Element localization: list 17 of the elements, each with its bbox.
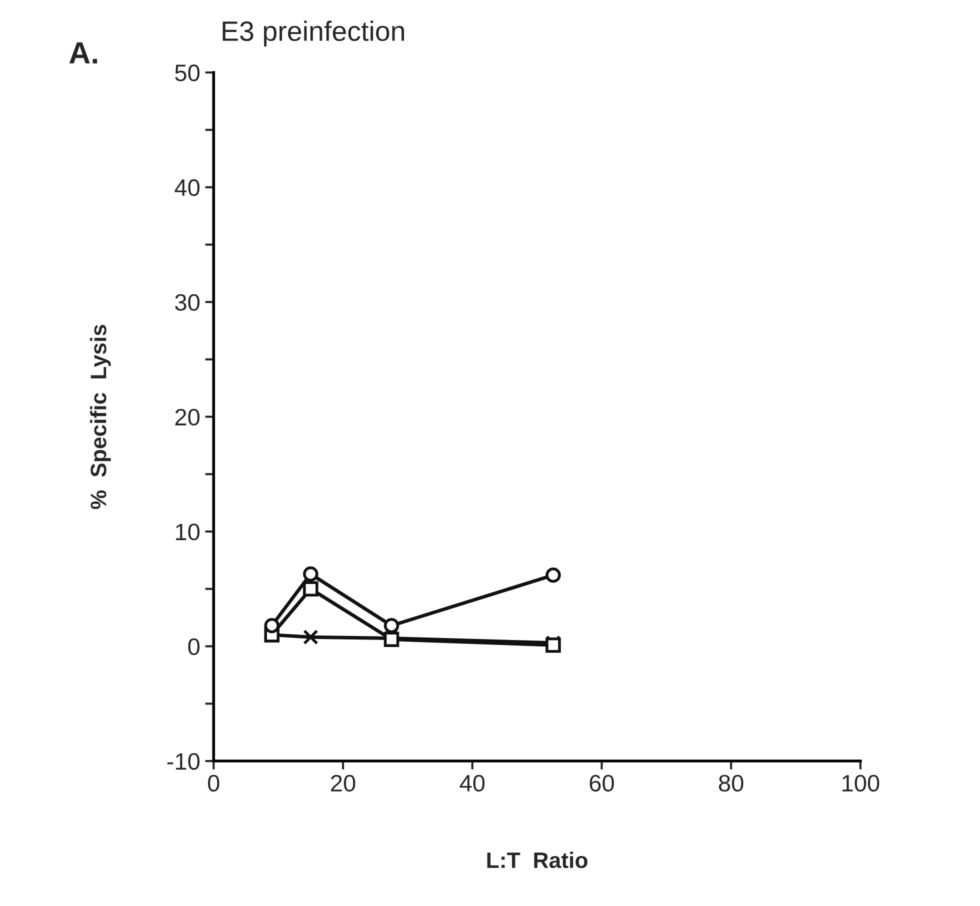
x-axis-title: L:T Ratio [487, 852, 588, 868]
x-tick-label: 60 [590, 774, 614, 792]
x-tick-label: 0 [208, 774, 220, 792]
x-tick-label: 20 [331, 774, 356, 792]
y-tick-label: 0 [188, 638, 200, 656]
x-tick-label: 80 [718, 774, 744, 792]
text: A. [69, 42, 98, 64]
x-tick-label: 100 [842, 774, 880, 792]
x-tick-label: 40 [460, 774, 485, 792]
y-tick-label: -10 [167, 753, 200, 770]
y-tick-label: 40 [174, 179, 200, 196]
y-tick-label: 50 [175, 64, 200, 82]
y-tick-label: 10 [176, 524, 200, 540]
y-tick-label: 20 [175, 408, 200, 426]
y-tick-label: 30 [175, 294, 200, 311]
chart-title: E3 preinfection [222, 20, 404, 47]
y-axis-title: % Specific Lysis [90, 324, 111, 510]
